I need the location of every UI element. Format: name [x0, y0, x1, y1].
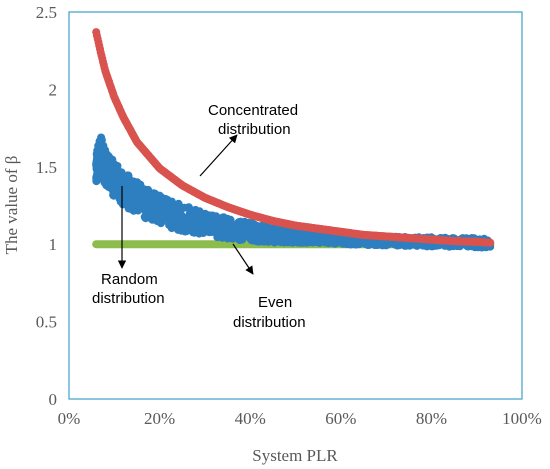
random-point	[177, 226, 186, 235]
annotation-concentrated: Concentrated distribution	[199, 102, 302, 177]
annotation-concentrated-line1: Concentrated	[208, 102, 298, 119]
random-point	[112, 164, 121, 173]
random-point	[242, 220, 250, 228]
random-point	[339, 239, 348, 248]
x-tick-label: 40%	[235, 409, 266, 428]
annotation-even-line1: Even	[258, 294, 292, 311]
random-point	[135, 190, 143, 199]
random-point	[149, 205, 158, 214]
annotation-random-line1: Random	[101, 271, 158, 288]
random-point	[103, 167, 112, 176]
random-point	[141, 211, 150, 220]
annotation-even-arrow	[232, 243, 254, 275]
svg-text:Random distribution: Random distribution	[92, 271, 165, 307]
random-point	[251, 225, 259, 234]
y-axis-title: The value of β	[2, 156, 21, 255]
random-point	[215, 222, 224, 231]
random-point	[329, 235, 338, 244]
random-point	[123, 171, 132, 180]
random-point	[103, 159, 112, 168]
annotation-even-line2: distribution	[233, 314, 306, 331]
random-point	[223, 214, 232, 223]
random-point	[92, 161, 101, 170]
random-point	[295, 230, 304, 239]
concentrated-point	[486, 238, 495, 247]
random-point	[161, 214, 170, 223]
y-tick-label: 1	[49, 235, 58, 254]
random-point	[284, 226, 293, 235]
x-tick-label: 60%	[325, 409, 356, 428]
y-tick-label: 2	[49, 80, 58, 99]
random-point	[92, 175, 101, 184]
random-point	[166, 206, 175, 215]
y-tick-label: 0	[49, 390, 58, 409]
random-point	[127, 203, 136, 212]
series-layer	[92, 28, 495, 252]
random-point	[124, 179, 133, 188]
random-point	[102, 177, 111, 186]
annotation-even: Even distribution	[232, 243, 306, 331]
random-point	[229, 233, 238, 241]
y-tick-label: 2.5	[36, 3, 57, 22]
random-point	[188, 210, 197, 219]
random-point	[133, 178, 142, 187]
random-point	[152, 213, 161, 222]
random-point	[221, 224, 230, 233]
random-point	[96, 136, 105, 145]
annotation-random: Random distribution	[92, 186, 165, 307]
random-point	[193, 221, 202, 230]
series-concentrated-distribution	[92, 28, 495, 247]
x-tick-label: 20%	[144, 409, 175, 428]
random-point	[232, 226, 241, 235]
random-point	[158, 202, 167, 211]
series-random-distribution	[92, 133, 495, 252]
annotation-concentrated-line2: distribution	[218, 121, 291, 138]
svg-text:Even distribution: Even distribution	[233, 294, 306, 331]
random-point	[257, 227, 265, 236]
random-point	[245, 233, 254, 242]
random-point	[143, 191, 152, 200]
y-tick-label: 0.5	[36, 313, 57, 332]
random-point	[114, 184, 123, 193]
random-point	[96, 142, 104, 151]
random-point	[371, 240, 380, 249]
y-tick-label: 1.5	[36, 158, 57, 177]
random-point	[215, 231, 224, 240]
random-point	[265, 228, 274, 237]
random-point	[167, 197, 176, 206]
x-tick-label: 80%	[416, 409, 447, 428]
random-point	[273, 236, 282, 244]
random-point	[177, 216, 186, 225]
random-point	[149, 191, 158, 200]
svg-text:Concentrated distributio: Concentrated distribution	[208, 102, 302, 138]
random-point	[304, 238, 313, 247]
random-point	[161, 195, 170, 203]
y-tick-labels: 0 0.5 1 1.5 2 2.5	[36, 3, 57, 409]
annotation-concentrated-arrow	[199, 134, 238, 177]
x-tick-labels: 0% 20% 40% 60% 80% 100%	[58, 409, 542, 428]
random-point	[361, 240, 370, 248]
x-tick-label: 100%	[502, 409, 542, 428]
x-tick-label: 0%	[58, 409, 81, 428]
random-point	[290, 235, 299, 244]
x-axis-title: System PLR	[252, 446, 338, 465]
random-point	[202, 218, 210, 227]
annotation-random-line2: distribution	[92, 290, 165, 307]
random-point	[94, 150, 103, 159]
random-point	[114, 174, 123, 183]
random-point	[212, 212, 221, 221]
random-point	[135, 184, 144, 193]
